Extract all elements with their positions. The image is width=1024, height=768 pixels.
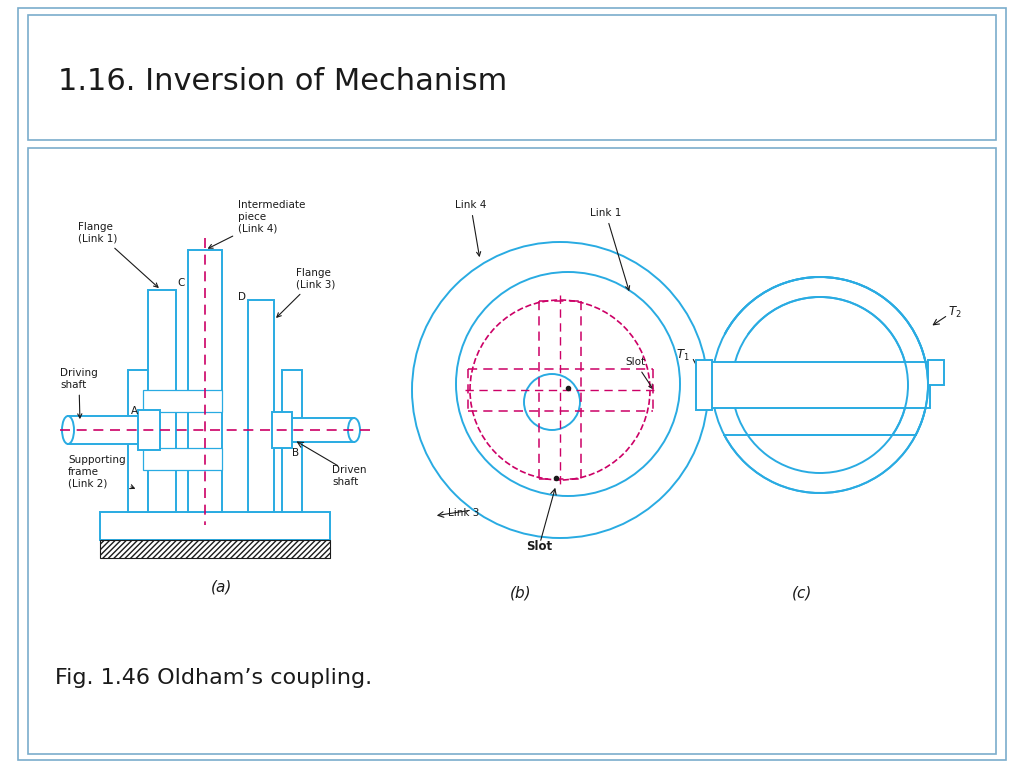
Text: Link 1: Link 1 — [590, 208, 630, 290]
Bar — [138, 410, 160, 450]
Text: $T_2$: $T_2$ — [948, 304, 962, 319]
Ellipse shape — [348, 418, 360, 442]
Bar — [100, 540, 330, 558]
Bar — [710, 362, 930, 408]
Text: Intermediate
piece
(Link 4): Intermediate piece (Link 4) — [209, 200, 305, 248]
Bar — [928, 360, 944, 385]
Bar — [143, 390, 222, 412]
Bar — [282, 370, 302, 512]
Bar — [248, 300, 274, 512]
Bar — [274, 418, 354, 442]
Bar — [148, 290, 176, 512]
Text: $T_1$: $T_1$ — [676, 347, 690, 362]
Text: Fig. 1.46 Oldham’s coupling.: Fig. 1.46 Oldham’s coupling. — [55, 668, 372, 688]
Bar — [128, 370, 148, 512]
Text: Slot: Slot — [526, 540, 552, 553]
Bar — [696, 360, 712, 410]
Ellipse shape — [62, 416, 74, 444]
Text: Flange
(Link 1): Flange (Link 1) — [78, 222, 158, 287]
Text: Driven
shaft: Driven shaft — [332, 465, 367, 487]
Text: (a): (a) — [211, 580, 232, 595]
Bar — [100, 512, 330, 540]
Bar — [68, 416, 150, 444]
Text: Link 4: Link 4 — [810, 449, 853, 505]
Text: D: D — [238, 292, 246, 302]
Text: A: A — [131, 406, 138, 416]
Text: (b): (b) — [510, 585, 531, 600]
Text: Link 3: Link 3 — [449, 508, 479, 518]
Text: Link 4: Link 4 — [455, 200, 486, 256]
Text: (c): (c) — [792, 585, 812, 600]
Bar — [272, 412, 292, 448]
Text: Flange
(Link 3): Flange (Link 3) — [276, 268, 336, 317]
Bar — [28, 15, 996, 140]
Text: C: C — [177, 278, 184, 288]
Text: Supporting
frame
(Link 2): Supporting frame (Link 2) — [68, 455, 134, 488]
Bar — [188, 250, 222, 512]
Text: Slot: Slot — [625, 357, 652, 389]
Bar — [28, 148, 996, 754]
Text: 1.16. Inversion of Mechanism: 1.16. Inversion of Mechanism — [58, 68, 507, 97]
Bar — [707, 435, 933, 553]
Text: Driving
shaft: Driving shaft — [60, 368, 97, 418]
Bar — [727, 435, 913, 533]
Text: B: B — [292, 448, 299, 458]
Bar — [143, 448, 222, 470]
